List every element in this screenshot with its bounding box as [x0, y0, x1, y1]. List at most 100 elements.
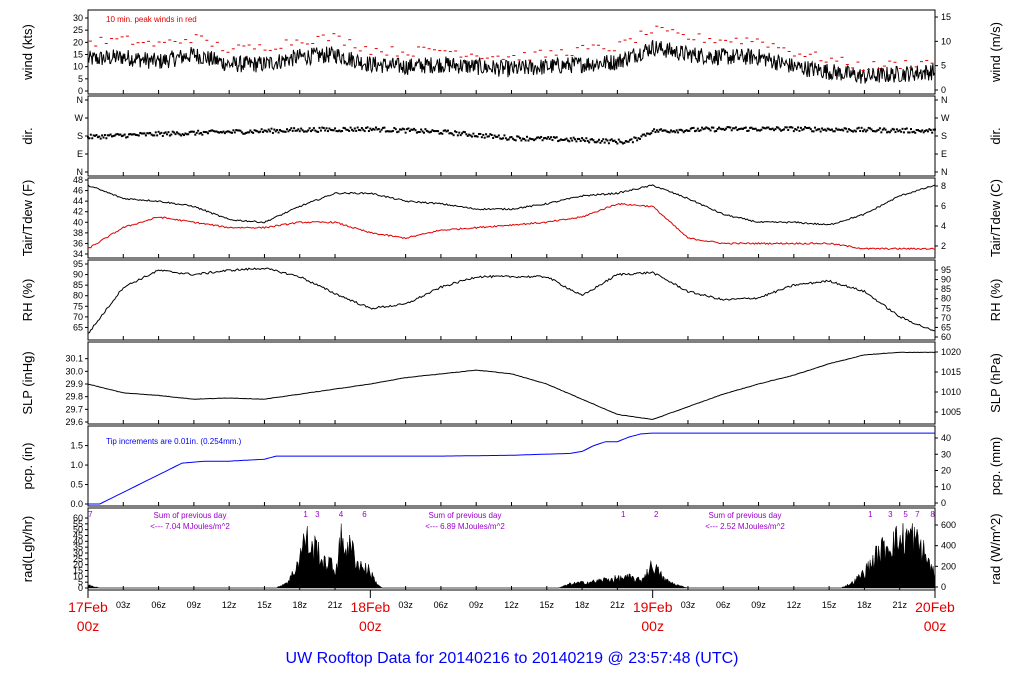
dir-point [631, 141, 634, 144]
left-tick-label-rad: 55 [73, 519, 83, 529]
left-tick-label-slp: 29.7 [65, 404, 83, 414]
dir-point [472, 132, 475, 135]
dir-point [469, 134, 472, 137]
time-tick-label: 21z [610, 600, 625, 610]
dir-point [785, 126, 788, 129]
dir-point [386, 130, 389, 133]
dir-point [283, 130, 286, 133]
dir-point [846, 130, 849, 133]
right-tick-label-slp: 1005 [941, 407, 961, 417]
dir-point [507, 138, 510, 141]
dir-point [319, 129, 322, 132]
right-axis-label-rad: rad (W/m^2) [988, 513, 1003, 584]
dir-point [727, 126, 730, 129]
dir-point [818, 128, 821, 131]
dir-point [534, 138, 537, 141]
dir-point [480, 136, 483, 139]
dir-point [151, 134, 154, 137]
dir-point [609, 139, 612, 142]
dir-point [842, 129, 845, 132]
dir-point [585, 137, 588, 140]
dir-point [99, 137, 102, 140]
dir-point [839, 129, 842, 132]
right-tick-label-dir: N [941, 167, 948, 177]
dir-point [781, 128, 784, 131]
right-tick-label-wind: 10 [941, 36, 951, 46]
left-tick-label-pcp: 0.5 [70, 480, 83, 490]
dir-point [633, 136, 636, 139]
dir-point [675, 129, 678, 132]
dir-point [819, 130, 822, 133]
dir-point [830, 128, 833, 131]
panel-frame-slp [87, 341, 936, 425]
right-tick-label-rh: 90 [941, 275, 951, 285]
dir-point [113, 134, 116, 137]
dir-point [185, 133, 188, 136]
dir-point [787, 129, 790, 132]
left-tick-label-pcp: 1.0 [70, 460, 83, 470]
dir-point [719, 127, 722, 130]
dir-point [826, 127, 829, 130]
dir-point [565, 137, 568, 140]
dir-point [643, 133, 646, 136]
dir-point [836, 128, 839, 131]
time-tick-label: 03z [398, 600, 413, 610]
left-tick-label-slp: 30.1 [65, 354, 83, 364]
dir-point [746, 129, 749, 132]
dir-point [706, 127, 709, 130]
dir-point [929, 129, 932, 132]
dir-point [143, 132, 146, 135]
dir-point [398, 128, 401, 131]
dir-point [216, 131, 219, 134]
dir-point [403, 128, 406, 131]
dir-point [516, 135, 519, 138]
dir-point [384, 130, 387, 133]
dir-point [629, 138, 632, 141]
dir-point [280, 130, 283, 133]
dir-point [925, 129, 928, 132]
dir-point [500, 137, 503, 140]
dir-point [860, 126, 863, 129]
time-tick-label: 18z [575, 600, 590, 610]
dir-point [658, 128, 661, 131]
dir-point [267, 128, 270, 131]
dir-point [358, 128, 361, 131]
dir-point [887, 130, 890, 133]
dir-point [770, 128, 773, 131]
dir-point [876, 129, 879, 132]
dir-point [566, 139, 569, 142]
radiation-area [87, 523, 936, 589]
dir-point [324, 129, 327, 132]
dir-point [607, 142, 610, 145]
dir-point [201, 133, 204, 136]
dir-point [590, 138, 593, 141]
dir-point [317, 130, 320, 133]
dir-point [520, 139, 523, 142]
dir-point [445, 130, 448, 133]
chart-title: UW Rooftop Data for 20140216 to 20140219… [285, 650, 739, 667]
dir-point [634, 136, 637, 139]
dir-point [490, 134, 493, 137]
dir-point [441, 132, 444, 135]
dir-point [849, 129, 852, 132]
dir-point [308, 127, 311, 130]
dir-point [596, 140, 599, 143]
dir-point [295, 129, 298, 132]
dir-point [794, 128, 797, 131]
dir-point [413, 127, 416, 130]
dir-point [108, 134, 111, 137]
left-tick-label-rh: 90 [73, 270, 83, 280]
dir-point [160, 131, 163, 134]
dir-point [360, 126, 363, 129]
dir-point [613, 139, 616, 142]
date-time-label: 00z [641, 618, 664, 634]
dir-point [370, 129, 373, 132]
left-tick-label-wind: 25 [73, 25, 83, 35]
dir-point [784, 126, 787, 129]
dir-point [439, 132, 442, 135]
dir-point [346, 128, 349, 131]
dir-point [537, 136, 540, 139]
left-tick-label-temp: 40 [73, 217, 83, 227]
time-tick-label: 09z [187, 600, 202, 610]
panel-frame-wind [87, 9, 936, 95]
